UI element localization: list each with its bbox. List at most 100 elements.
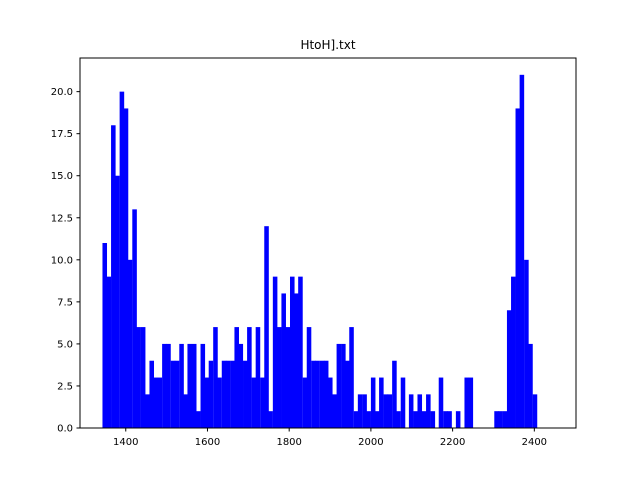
x-tick-label: 1800 <box>276 437 301 448</box>
histogram-bar-59 <box>353 411 359 428</box>
y-axis-ticks: 0.0 2.5 5.0 7.5 10.0 12.5 15.0 17.5 20.0 <box>51 87 80 435</box>
histogram-bar-25 <box>208 360 214 428</box>
histogram-bar-10 <box>144 394 150 428</box>
histogram-bar-94 <box>502 411 508 428</box>
histogram-bar-74 <box>417 394 423 428</box>
histogram-bar-29 <box>225 360 231 428</box>
histogram-bar-1 <box>106 276 112 428</box>
histogram-bar-3 <box>115 175 120 428</box>
x-tick-label: 2200 <box>440 437 465 448</box>
y-tick-label: 0.0 <box>57 424 73 435</box>
histogram-bar-42 <box>281 293 286 428</box>
histogram-bar-98 <box>519 74 525 428</box>
histogram-bar-27 <box>217 377 222 428</box>
histogram-bar-20 <box>187 343 192 428</box>
histogram-bar-30 <box>230 360 235 428</box>
histogram-bar-22 <box>196 411 201 428</box>
histogram-bar-70 <box>400 377 406 428</box>
histogram-bar-60 <box>357 394 363 428</box>
bars-group <box>102 74 538 429</box>
histogram-bar-75 <box>421 411 427 428</box>
histogram-bar-97 <box>515 108 521 428</box>
histogram-bar-83 <box>455 411 461 428</box>
histogram-bar-69 <box>396 411 401 428</box>
histogram-bar-46 <box>298 276 303 428</box>
histogram-bar-73 <box>413 411 418 428</box>
histogram-bar-92 <box>494 411 499 428</box>
plot-frame <box>79 57 577 429</box>
x-axis-ticks: 1400 1600 1800 2000 2200 2400 <box>113 428 547 448</box>
histogram-bar-36 <box>255 327 261 428</box>
histogram-bar-8 <box>136 327 141 428</box>
histogram-bar-9 <box>140 327 146 428</box>
y-tick-label: 17.5 <box>51 129 73 140</box>
histogram-bar-13 <box>157 377 163 428</box>
histogram-bar-12 <box>153 377 159 428</box>
histogram-bar-32 <box>238 343 244 428</box>
y-tick-label: 12.5 <box>51 213 73 224</box>
histogram-bar-15 <box>166 343 171 428</box>
histogram-bar-14 <box>162 343 167 428</box>
histogram-bar-65 <box>379 377 384 428</box>
histogram-bar-54 <box>332 394 338 428</box>
histogram-bar-51 <box>319 360 325 428</box>
histogram-bar-101 <box>532 394 538 428</box>
histogram-bar-85 <box>464 377 470 428</box>
histogram-bar-40 <box>272 276 278 428</box>
histogram-bar-39 <box>268 411 273 428</box>
histogram-bar-86 <box>468 377 474 428</box>
histogram-bar-33 <box>243 360 248 428</box>
histogram-bar-26 <box>213 327 218 428</box>
histogram-bar-18 <box>179 343 184 428</box>
histogram-bar-45 <box>294 293 299 428</box>
histogram-bar-37 <box>260 377 265 428</box>
histogram-bar-67 <box>387 394 393 428</box>
histogram-bar-41 <box>276 327 282 428</box>
histogram-bar-47 <box>302 377 308 428</box>
histogram-bar-35 <box>251 377 257 428</box>
histogram-bar-16 <box>170 360 176 428</box>
y-tick-label: 7.5 <box>57 297 73 308</box>
histogram-bar-57 <box>345 360 350 428</box>
histogram-bar-49 <box>311 360 316 428</box>
histogram-bar-52 <box>323 360 329 428</box>
histogram-bar-24 <box>204 377 210 428</box>
histogram-bar-63 <box>370 377 376 428</box>
histogram-bar-72 <box>408 394 414 428</box>
histogram-bar-28 <box>221 360 227 428</box>
histogram-bar-64 <box>374 411 380 428</box>
histogram-bar-58 <box>349 327 354 428</box>
x-tick-label: 1600 <box>195 437 220 448</box>
histogram-bar-43 <box>285 327 291 428</box>
x-tick-label: 2400 <box>522 437 547 448</box>
histogram-bar-34 <box>247 327 252 428</box>
y-tick-label: 20.0 <box>51 87 73 98</box>
histogram-bar-93 <box>498 411 503 428</box>
histogram-bar-81 <box>447 411 452 428</box>
histogram-bar-48 <box>306 327 312 428</box>
histogram-bar-61 <box>362 394 367 428</box>
histogram-bar-2 <box>111 125 116 429</box>
histogram-bar-68 <box>392 360 397 428</box>
histogram-bar-100 <box>528 343 533 428</box>
histogram-bar-56 <box>341 343 346 428</box>
histogram-bar-23 <box>200 343 206 428</box>
histogram-bar-5 <box>123 108 129 428</box>
histogram-bar-6 <box>127 259 133 428</box>
histogram-bar-0 <box>102 243 108 428</box>
histogram-bar-17 <box>174 360 180 428</box>
x-tick-label: 2000 <box>358 437 383 448</box>
y-tick-label: 15.0 <box>51 171 73 182</box>
histogram-bar-55 <box>336 343 342 428</box>
histogram-bar-11 <box>149 360 155 428</box>
y-tick-label: 10.0 <box>51 255 73 266</box>
histogram-bar-21 <box>191 343 197 428</box>
y-tick-label: 2.5 <box>57 381 73 392</box>
histogram-bar-95 <box>506 310 512 428</box>
histogram-bar-77 <box>430 411 436 428</box>
histogram-bar-80 <box>443 411 448 428</box>
histogram-bar-96 <box>511 276 516 428</box>
histogram-bar-50 <box>315 360 320 428</box>
histogram-bar-79 <box>438 377 444 428</box>
histogram-bar-76 <box>426 394 431 428</box>
